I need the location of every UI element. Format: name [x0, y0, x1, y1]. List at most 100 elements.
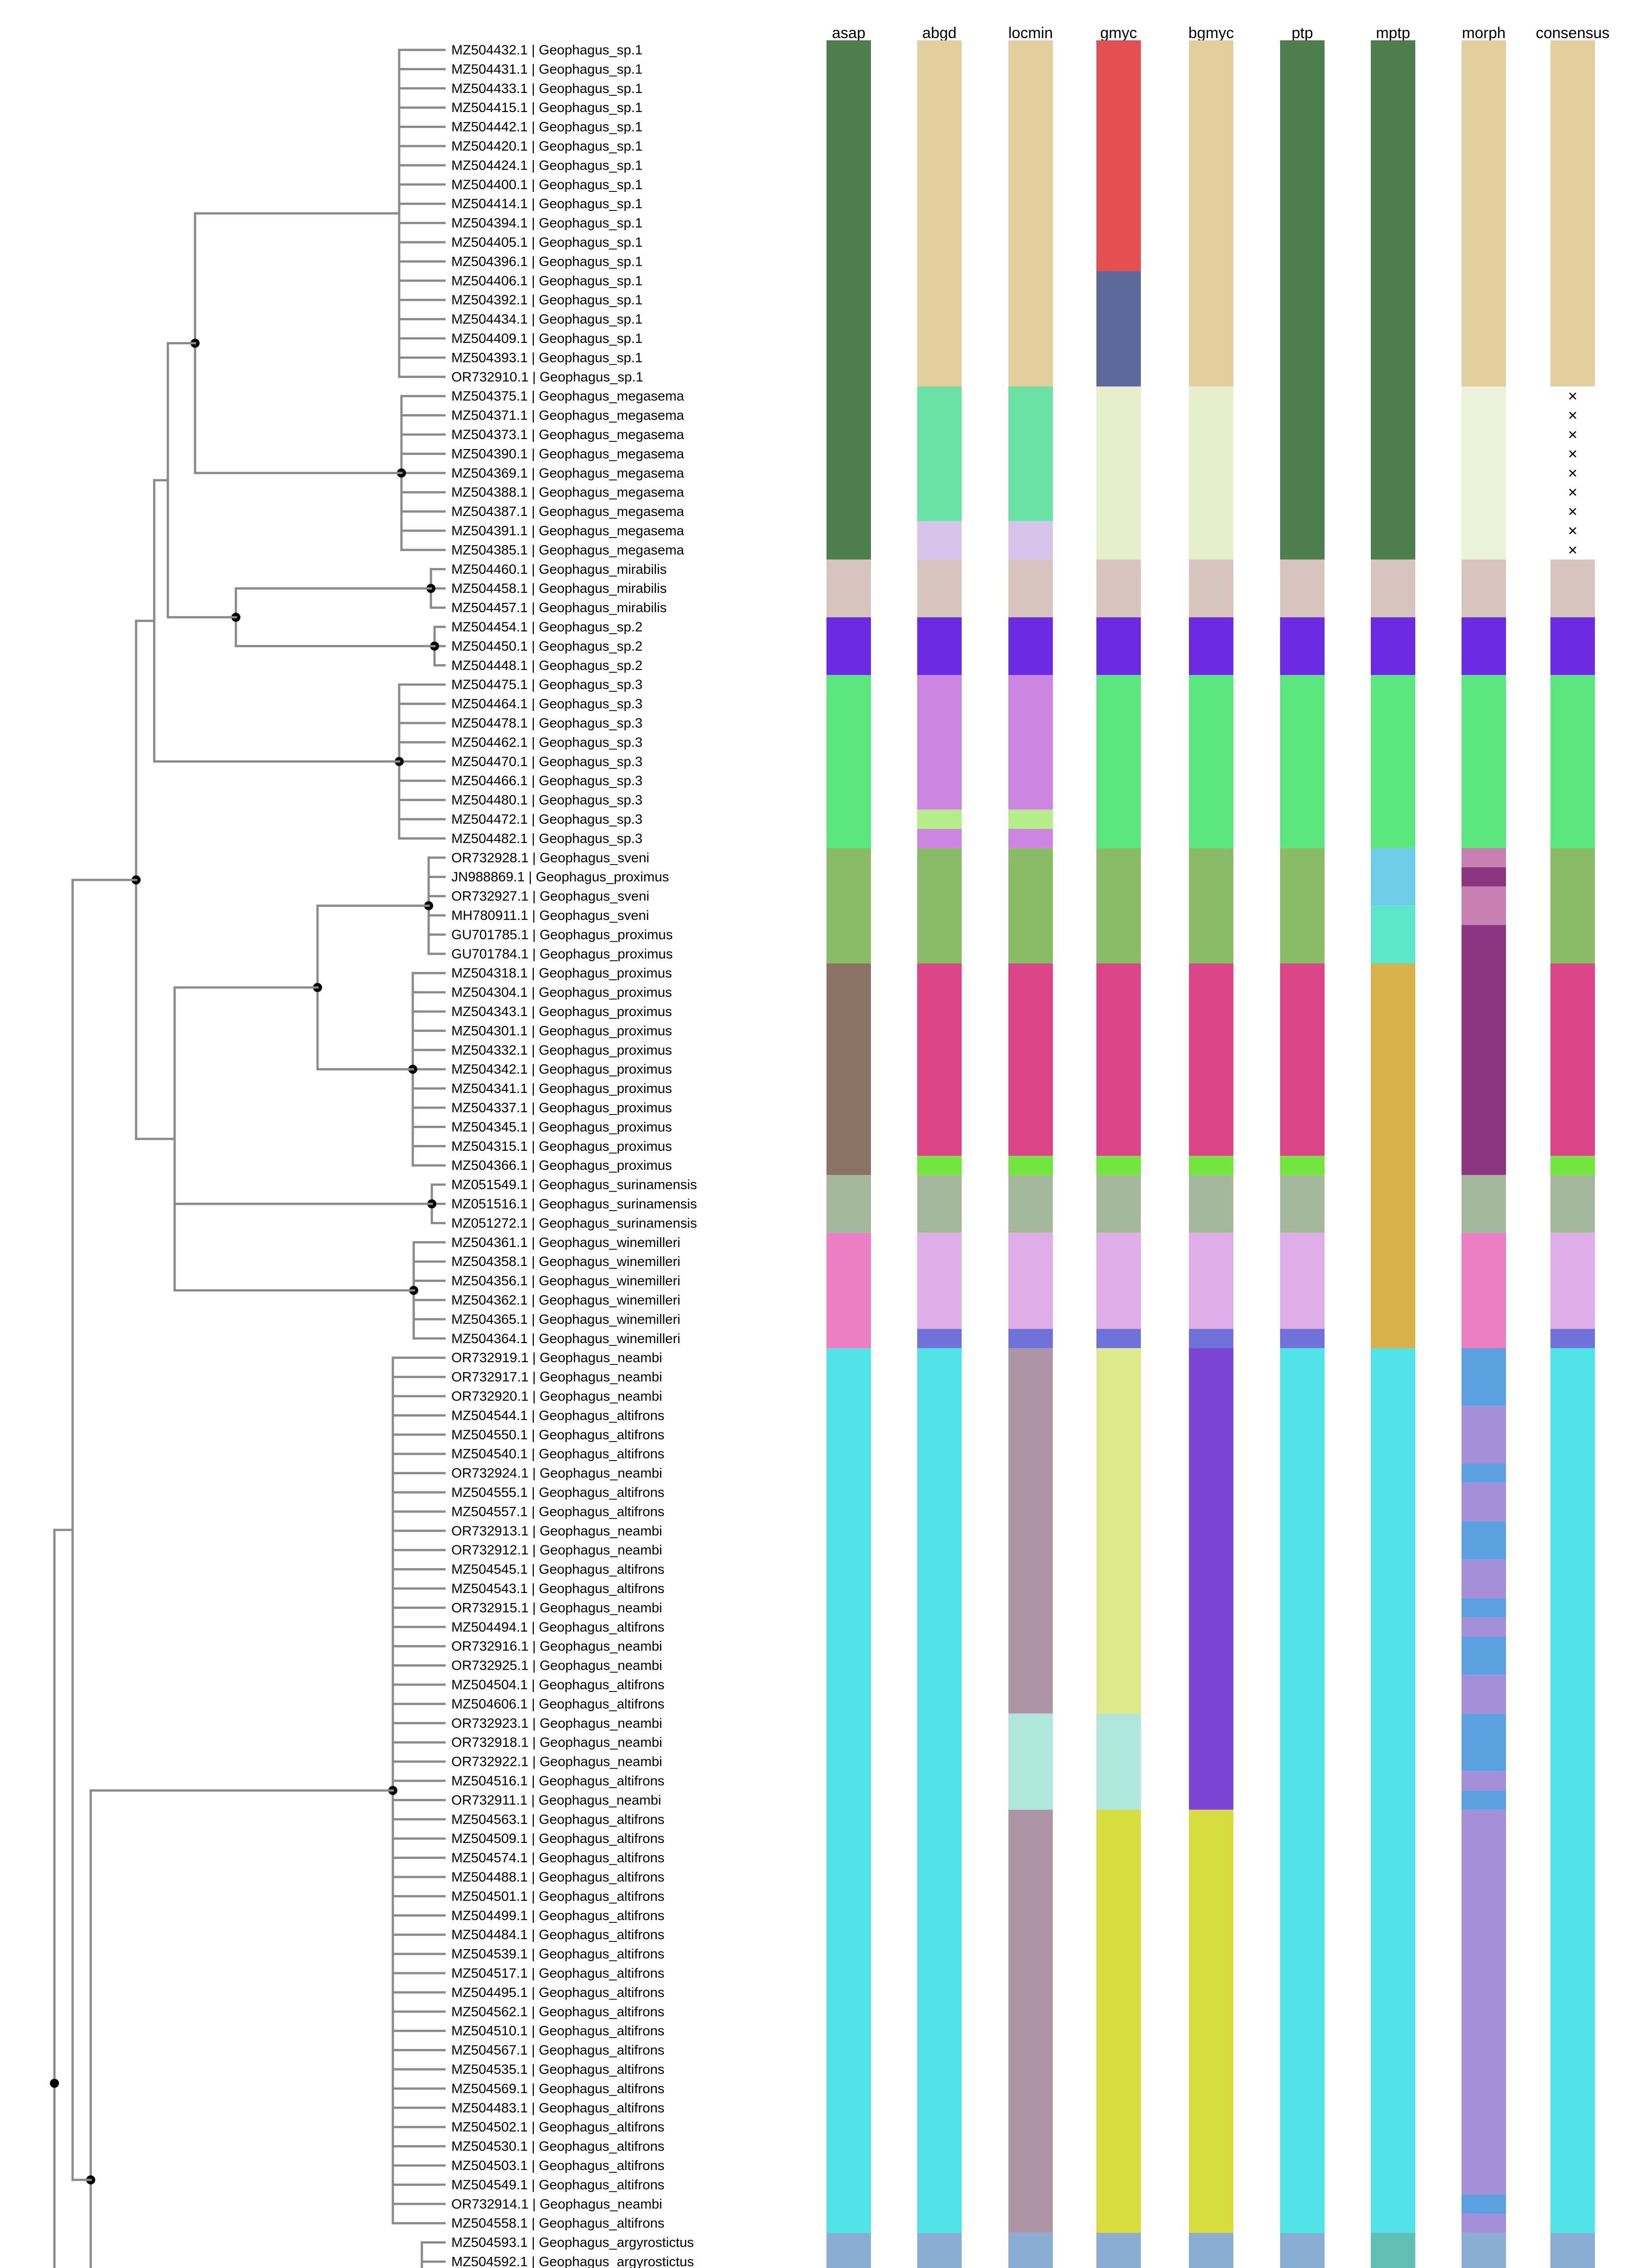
delimitation-cell-morph: [1462, 848, 1506, 867]
delimitation-cell-abgd: [917, 1175, 962, 1233]
delimitation-cell-bgmyc: [1189, 1175, 1233, 1233]
delimitation-cell-morph: [1462, 1232, 1506, 1348]
delimitation-cell-morph: [1462, 2214, 1506, 2233]
tip-label: MZ051272.1 | Geophagus_surinamensis: [451, 1216, 697, 1231]
tip-label: OR732927.1 | Geophagus_sveni: [451, 889, 649, 904]
delimitation-cell-ptp: [1280, 1175, 1325, 1233]
delimitation-cell-consensus: [1550, 40, 1595, 387]
tip-label: MZ504558.1 | Geophagus_altifrons: [451, 2216, 665, 2231]
delimitation-cell-consensus: [1550, 963, 1595, 1156]
delimitation-cell-consensus: [1550, 617, 1595, 675]
tip-label: MZ504478.1 | Geophagus_sp.3: [451, 716, 642, 731]
delimitation-cell-gmyc: [1096, 2233, 1141, 2268]
tip-label: MZ504464.1 | Geophagus_sp.3: [451, 697, 642, 712]
tip-label: OR732915.1 | Geophagus_neambi: [451, 1600, 662, 1615]
delimitation-cell-morph: [1462, 1675, 1506, 1714]
tip-label: MZ504343.1 | Geophagus_proximus: [451, 1004, 672, 1019]
tip-label: MZ504414.1 | Geophagus_sp.1: [451, 196, 642, 211]
delimitation-cell-consensus: [1550, 2233, 1595, 2268]
delimitation-cell-morph: [1462, 1175, 1506, 1233]
delimitation-cell-bgmyc: [1189, 617, 1233, 675]
delimitation-cell-bgmyc: [1189, 963, 1233, 1156]
delimitation-cell-mptp: [1371, 905, 1415, 963]
delimitation-cell-gmyc: [1096, 1329, 1141, 1348]
delimitation-cell-abgd: [917, 521, 962, 560]
delimitation-cell-asap: [826, 963, 871, 1175]
tip-label: MZ504545.1 | Geophagus_altifrons: [451, 1562, 665, 1577]
tip-label: MZ504562.1 | Geophagus_altifrons: [451, 2004, 665, 2019]
delimitation-cell-abgd: [917, 386, 962, 521]
tip-label: MZ504574.1 | Geophagus_altifrons: [451, 1851, 665, 1866]
delimitation-cell-morph: [1462, 886, 1506, 925]
delimitation-cell-mptp: [1371, 675, 1415, 848]
delimitation-cell-mptp: [1371, 2233, 1415, 2268]
delimitation-cell-mptp: [1371, 559, 1415, 617]
tip-label: MZ504394.1 | Geophagus_sp.1: [451, 216, 642, 231]
consensus-absent-mark: ✕: [1568, 467, 1578, 480]
delimitation-cell-locmin: [1008, 1809, 1053, 2233]
tip-label: MZ504539.1 | Geophagus_altifrons: [451, 1947, 665, 1962]
tip-label: MZ504442.1 | Geophagus_sp.1: [451, 120, 642, 135]
tip-label: MZ504390.1 | Geophagus_megasema: [451, 446, 684, 461]
tip-label: MZ504332.1 | Geophagus_proximus: [451, 1043, 672, 1058]
delimitation-cell-morph: [1462, 925, 1506, 1175]
tip-label: MZ504540.1 | Geophagus_altifrons: [451, 1447, 665, 1461]
method-column-header: bgmyc: [1188, 24, 1234, 42]
delimitation-cell-gmyc: [1096, 675, 1141, 848]
delimitation-cell-ptp: [1280, 1329, 1325, 1348]
tip-label: MZ504409.1 | Geophagus_sp.1: [451, 331, 642, 346]
tip-label: MZ504495.1 | Geophagus_altifrons: [451, 1985, 665, 2000]
method-column-header: consensus: [1536, 24, 1610, 42]
delimitation-cell-bgmyc: [1189, 40, 1233, 387]
tip-label: OR732910.1 | Geophagus_sp.1: [451, 370, 643, 385]
delimitation-cell-morph: [1462, 1617, 1506, 1637]
tip-label: OR732918.1 | Geophagus_neambi: [451, 1735, 662, 1750]
method-column-header: ptp: [1291, 24, 1313, 42]
delimitation-cell-locmin: [1008, 617, 1053, 675]
delimitation-cell-abgd: [917, 1156, 962, 1175]
tip-label: MZ504517.1 | Geophagus_altifrons: [451, 1966, 665, 1981]
tip-label: MZ504454.1 | Geophagus_sp.2: [451, 620, 642, 635]
delimitation-cell-asap: [826, 1348, 871, 2233]
tip-label: MZ504396.1 | Geophagus_sp.1: [451, 254, 642, 269]
tip-label: MZ504567.1 | Geophagus_altifrons: [451, 2043, 665, 2058]
delimitation-cell-abgd: [917, 2233, 962, 2268]
tip-label: MZ051549.1 | Geophagus_surinamensis: [451, 1178, 697, 1193]
delimitation-cell-morph: [1462, 867, 1506, 887]
delimitation-cell-gmyc: [1096, 1713, 1141, 1810]
delimitation-cell-bgmyc: [1189, 1348, 1233, 1810]
delimitation-cell-abgd: [917, 1232, 962, 1329]
tip-label: MZ504475.1 | Geophagus_sp.3: [451, 677, 642, 692]
delimitation-cell-consensus: [1550, 559, 1595, 617]
delimitation-cell-morph: [1462, 1790, 1506, 1810]
tip-label: MZ504499.1 | Geophagus_altifrons: [451, 1908, 665, 1923]
tip-label: GU701785.1 | Geophagus_proximus: [451, 927, 673, 942]
delimitation-cell-morph: [1462, 559, 1506, 617]
tip-label: MZ504494.1 | Geophagus_altifrons: [451, 1620, 665, 1635]
consensus-absent-mark: ✕: [1568, 486, 1578, 499]
delimitation-cell-locmin: [1008, 40, 1053, 387]
tip-label: MZ504557.1 | Geophagus_altifrons: [451, 1504, 665, 1519]
delimitation-cell-morph: [1462, 1521, 1506, 1560]
consensus-absent-mark: ✕: [1568, 428, 1578, 442]
delimitation-cell-abgd: [917, 559, 962, 617]
tip-label: OR732911.1 | Geophagus_neambi: [451, 1793, 661, 1808]
delimitation-cell-abgd: [917, 809, 962, 829]
delimitation-cell-asap: [826, 675, 871, 848]
delimitation-cell-consensus: [1550, 1329, 1595, 1348]
method-column-header: mptp: [1376, 24, 1410, 42]
tip-label: MZ504466.1 | Geophagus_sp.3: [451, 773, 642, 788]
delimitation-cell-asap: [826, 40, 871, 560]
tip-label: MZ504450.1 | Geophagus_sp.2: [451, 639, 642, 654]
tip-label: MZ504482.1 | Geophagus_sp.3: [451, 831, 642, 846]
delimitation-cell-morph: [1462, 1637, 1506, 1675]
tip-label: MZ504433.1 | Geophagus_sp.1: [451, 81, 642, 96]
delimitation-cell-morph: [1462, 1809, 1506, 2195]
delimitation-cell-morph: [1462, 40, 1506, 387]
tip-label: MZ504434.1 | Geophagus_sp.1: [451, 312, 642, 327]
tip-label: MZ504460.1 | Geophagus_mirabilis: [451, 562, 667, 577]
tip-label: MZ504480.1 | Geophagus_sp.3: [451, 793, 642, 808]
delimitation-cell-locmin: [1008, 809, 1053, 829]
delimitation-cell-ptp: [1280, 559, 1325, 617]
